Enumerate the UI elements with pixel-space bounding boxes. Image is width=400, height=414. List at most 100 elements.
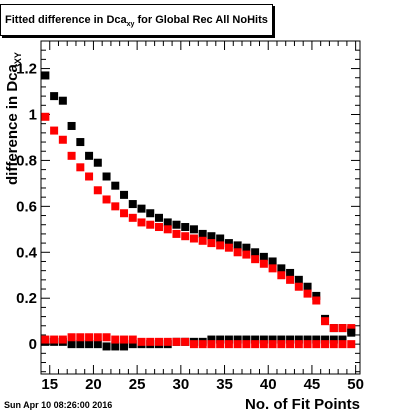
data-point bbox=[58, 335, 67, 344]
x-tick-label: 25 bbox=[129, 376, 146, 393]
data-point bbox=[67, 340, 76, 349]
data-point bbox=[294, 275, 303, 284]
plot-frame bbox=[40, 40, 361, 375]
data-point bbox=[329, 324, 338, 333]
data-point bbox=[242, 243, 251, 252]
data-point bbox=[286, 340, 295, 349]
data-point bbox=[181, 232, 190, 241]
data-point bbox=[41, 71, 50, 80]
data-point bbox=[277, 264, 286, 273]
data-point bbox=[233, 340, 242, 349]
data-point bbox=[329, 335, 338, 344]
data-point bbox=[93, 186, 102, 195]
data-point bbox=[224, 340, 233, 349]
data-point bbox=[128, 340, 137, 349]
data-point bbox=[163, 225, 172, 234]
data-point bbox=[233, 241, 242, 250]
data-point bbox=[189, 234, 198, 243]
data-point bbox=[233, 335, 242, 344]
data-point bbox=[146, 220, 155, 229]
data-point bbox=[216, 234, 225, 243]
data-point bbox=[189, 340, 198, 349]
data-point bbox=[294, 335, 303, 344]
data-point bbox=[181, 223, 190, 232]
data-point bbox=[216, 335, 225, 344]
data-point bbox=[163, 218, 172, 227]
data-point bbox=[198, 236, 207, 245]
data-point bbox=[277, 271, 286, 280]
data-point bbox=[146, 337, 155, 346]
data-point bbox=[251, 335, 260, 344]
data-point bbox=[102, 195, 111, 204]
data-point bbox=[76, 163, 85, 172]
data-point bbox=[198, 340, 207, 349]
data-point bbox=[268, 335, 277, 344]
data-point bbox=[338, 340, 347, 349]
x-axis-label: No. of Fit Points bbox=[245, 396, 360, 413]
y-tick-label: 0 bbox=[29, 336, 37, 353]
data-point bbox=[312, 340, 321, 349]
data-point bbox=[251, 255, 260, 264]
data-point bbox=[172, 229, 181, 238]
data-point bbox=[120, 335, 129, 344]
x-tick-label: 35 bbox=[216, 376, 233, 393]
y-tick-label: 0.8 bbox=[16, 152, 37, 169]
data-point bbox=[303, 289, 312, 298]
data-point bbox=[347, 340, 356, 349]
data-point bbox=[146, 209, 155, 218]
data-point bbox=[294, 282, 303, 291]
data-point bbox=[58, 96, 67, 105]
data-point bbox=[233, 248, 242, 257]
data-point bbox=[67, 121, 76, 130]
data-point bbox=[312, 296, 321, 305]
data-point bbox=[137, 218, 146, 227]
data-point bbox=[154, 213, 163, 222]
data-point bbox=[338, 335, 347, 344]
data-point bbox=[207, 340, 216, 349]
x-tick-label: 45 bbox=[304, 376, 321, 393]
data-point bbox=[189, 225, 198, 234]
data-point bbox=[76, 340, 85, 349]
data-point bbox=[85, 151, 94, 160]
data-point bbox=[128, 213, 137, 222]
data-point bbox=[41, 112, 50, 121]
data-point bbox=[154, 223, 163, 232]
data-point bbox=[111, 202, 120, 211]
data-point bbox=[50, 92, 59, 101]
x-tick-label: 50 bbox=[347, 376, 364, 393]
data-point bbox=[321, 317, 330, 326]
data-point bbox=[268, 264, 277, 273]
data-point bbox=[321, 340, 330, 349]
data-point bbox=[312, 335, 321, 344]
data-point bbox=[259, 259, 268, 268]
data-point bbox=[286, 275, 295, 284]
x-tick-label: 15 bbox=[41, 376, 58, 393]
data-point bbox=[102, 342, 111, 351]
data-point bbox=[67, 151, 76, 160]
data-point bbox=[120, 342, 129, 351]
data-point bbox=[251, 340, 260, 349]
data-point bbox=[154, 337, 163, 346]
data-point bbox=[102, 172, 111, 181]
chart-title: Fitted difference in Dcaxy for Global Re… bbox=[0, 4, 273, 36]
data-point bbox=[251, 248, 260, 257]
data-point bbox=[242, 335, 251, 344]
data-point bbox=[41, 335, 50, 344]
data-point bbox=[216, 241, 225, 250]
data-point bbox=[50, 126, 59, 135]
data-point bbox=[242, 340, 251, 349]
data-point bbox=[224, 335, 233, 344]
data-point bbox=[172, 220, 181, 229]
y-tick-label: 0.6 bbox=[16, 198, 37, 215]
data-point bbox=[207, 335, 216, 344]
data-point bbox=[329, 340, 338, 349]
data-point bbox=[93, 340, 102, 349]
data-point bbox=[259, 252, 268, 261]
data-point bbox=[93, 158, 102, 167]
data-point bbox=[312, 291, 321, 300]
data-point bbox=[85, 340, 94, 349]
data-point bbox=[128, 200, 137, 209]
data-point bbox=[303, 335, 312, 344]
data-point bbox=[76, 138, 85, 147]
